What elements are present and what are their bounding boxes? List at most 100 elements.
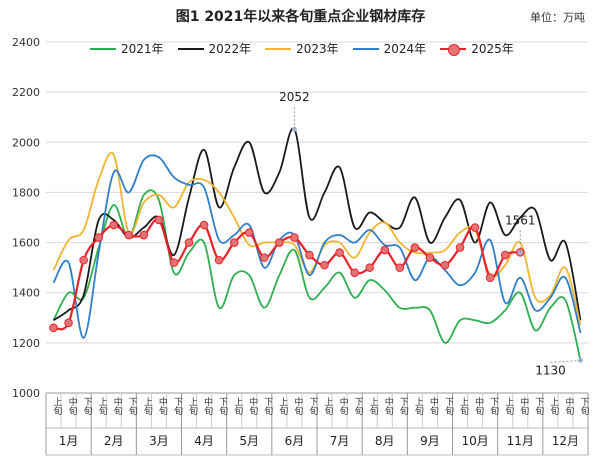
series-marker <box>169 258 179 267</box>
y-tick-label: 2000 <box>12 136 40 149</box>
series-marker <box>260 253 269 262</box>
legend-item: 2025年 <box>440 40 514 57</box>
legend-label: 2024年 <box>383 42 427 56</box>
y-tick-label: 1800 <box>12 186 40 199</box>
y-tick-label: 1400 <box>12 287 40 300</box>
x-tick-label: 下旬 <box>488 397 499 416</box>
series-marker <box>290 233 299 242</box>
y-tick-label: 2400 <box>12 36 40 49</box>
x-tick-label: 中旬 <box>292 396 303 416</box>
x-tick-label: 中旬 <box>563 396 574 416</box>
series-marker <box>94 233 103 242</box>
month-label: 6月 <box>285 434 305 448</box>
x-tick-label: 下旬 <box>82 397 93 416</box>
x-tick-label: 上旬 <box>458 397 469 416</box>
x-tick-label: 中旬 <box>428 396 439 416</box>
legend-label: 2023年 <box>296 42 339 56</box>
series-marker <box>440 260 450 270</box>
series-marker <box>184 238 194 247</box>
x-tick-label: 上旬 <box>142 397 153 416</box>
month-label: 8月 <box>375 434 395 448</box>
series-marker <box>470 223 480 232</box>
month-label: 10月 <box>461 434 488 448</box>
x-tick-label: 下旬 <box>353 397 364 416</box>
legend-item: 2022年 <box>177 40 251 57</box>
x-tick-label: 中旬 <box>112 396 123 416</box>
legend-swatch <box>440 43 467 56</box>
x-tick-label: 中旬 <box>67 396 78 416</box>
x-tick-label: 下旬 <box>307 397 318 416</box>
series-line-2022年 <box>53 127 582 322</box>
series-marker <box>79 255 88 265</box>
x-tick-label: 上旬 <box>232 397 243 416</box>
x-tick-label: 中旬 <box>338 396 349 416</box>
x-tick-label: 下旬 <box>262 397 273 416</box>
chart-legend: 2021年 2022年 2023年 2024年 2025年 <box>90 40 514 57</box>
x-tick-label: 中旬 <box>157 396 168 416</box>
series-marker <box>64 318 73 328</box>
month-label: 2月 <box>104 434 124 448</box>
series-marker <box>335 248 344 257</box>
x-tick-label: 上旬 <box>503 397 514 416</box>
x-tick-label: 下旬 <box>443 397 454 416</box>
x-tick-label: 中旬 <box>473 396 484 416</box>
series-line-2024年 <box>52 154 582 339</box>
legend-swatch <box>352 47 379 50</box>
chart-title: 图1 2021年以来各旬重点企业钢材库存 <box>175 9 426 25</box>
month-label: 3月 <box>149 434 169 448</box>
series-marker <box>275 238 284 247</box>
x-tick-label: 下旬 <box>217 397 228 416</box>
series-marker <box>139 230 149 240</box>
x-tick-label: 中旬 <box>383 396 394 416</box>
legend-item: 2023年 <box>265 40 339 57</box>
month-label: 12月 <box>552 434 579 448</box>
series-marker <box>455 243 465 252</box>
series-marker <box>199 220 209 230</box>
series-marker <box>365 263 374 272</box>
series-marker <box>500 250 510 260</box>
month-label: 1月 <box>59 434 79 448</box>
annotation-label: 1561 <box>505 213 536 227</box>
x-tick-label: 上旬 <box>277 397 288 416</box>
x-tick-label: 上旬 <box>413 397 424 416</box>
x-tick-label: 上旬 <box>548 397 559 416</box>
legend-item: 2024年 <box>352 40 427 57</box>
series-marker <box>214 255 224 265</box>
series-marker <box>124 230 134 240</box>
legend-marker <box>448 43 461 56</box>
legend-swatch <box>177 47 204 50</box>
x-tick-label: 上旬 <box>52 397 63 416</box>
x-tick-label: 下旬 <box>578 397 589 416</box>
annotation-label: 2052 <box>279 90 310 104</box>
x-tick-label: 下旬 <box>533 397 544 416</box>
x-tick-label: 中旬 <box>202 396 213 416</box>
y-tick-label: 1000 <box>12 387 40 400</box>
legend-item: 2021年 <box>90 40 164 57</box>
x-tick-label: 上旬 <box>187 397 198 416</box>
series-line-2021年 <box>52 189 582 361</box>
x-tick-label: 下旬 <box>127 397 138 416</box>
month-label: 5月 <box>239 434 259 448</box>
series-marker <box>350 268 359 277</box>
series-line-2025年 <box>53 218 521 331</box>
y-tick-label: 1200 <box>12 337 40 350</box>
series-marker <box>154 215 164 225</box>
x-tick-label: 中旬 <box>247 396 258 416</box>
x-tick-label: 中旬 <box>518 396 529 416</box>
series-marker <box>320 260 329 270</box>
annotation-leader <box>550 359 581 363</box>
unit-label: 单位：万吨 <box>530 11 585 24</box>
series-marker <box>109 220 119 230</box>
legend-swatch <box>90 47 116 50</box>
legend-label: 2021年 <box>121 42 164 56</box>
series-marker <box>410 243 420 252</box>
month-label: 11月 <box>507 434 534 448</box>
x-tick-label: 上旬 <box>97 397 108 416</box>
series-marker <box>380 245 390 255</box>
month-label: 9月 <box>420 434 440 448</box>
x-tick-label: 下旬 <box>172 397 183 416</box>
x-tick-label: 下旬 <box>398 397 409 416</box>
legend-label: 2025年 <box>471 42 514 56</box>
x-tick-label: 上旬 <box>368 397 379 416</box>
